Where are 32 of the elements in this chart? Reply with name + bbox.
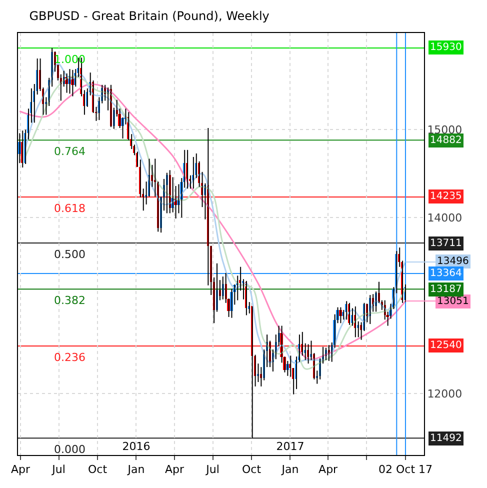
x-tick-label: Jan: [126, 463, 145, 476]
data-label: 13496: [437, 256, 469, 267]
y-tick-label: 14000: [427, 211, 462, 224]
y-tick-label: 15000: [427, 124, 462, 137]
ref-line-label: 11492: [430, 433, 462, 444]
chart-title: GBPUSD - Great Britain (Pound), Weekly: [29, 9, 270, 24]
annotation: 0.000: [54, 443, 86, 456]
x-tick-label: Apr: [318, 463, 338, 476]
x-tick-label: 02 Oct 17: [378, 463, 432, 476]
x-tick-label: Apr: [11, 463, 31, 476]
annotation: 0.236: [54, 351, 86, 364]
x2-tick-label: 2016: [122, 440, 150, 453]
x-tick-label: Jul: [51, 463, 66, 476]
ref-line-label: 14882: [430, 135, 462, 146]
x-tick-label: Oct: [242, 463, 262, 476]
x2-tick-label: 2017: [276, 440, 304, 453]
ref-line-label: 12540: [430, 340, 462, 351]
ref-line-label: 14235: [430, 191, 462, 202]
x-tick-label: Apr: [164, 463, 184, 476]
annotation: 0.618: [54, 202, 86, 215]
annotation: 0.500: [54, 248, 86, 261]
ref-line-label: 13711: [430, 238, 462, 249]
x-tick-label: Jul: [205, 463, 220, 476]
ref-line-label: 15930: [430, 42, 462, 53]
annotation: 0.382: [54, 294, 86, 307]
data-label: 13051: [437, 296, 469, 307]
x-tick-label: Jan: [280, 463, 299, 476]
y-tick-label: 12000: [427, 387, 462, 400]
annotation: 0.764: [54, 145, 86, 158]
ref-line-label: 13364: [430, 268, 462, 279]
ref-line-label: 13187: [430, 284, 462, 295]
x-tick-label: Oct: [88, 463, 108, 476]
